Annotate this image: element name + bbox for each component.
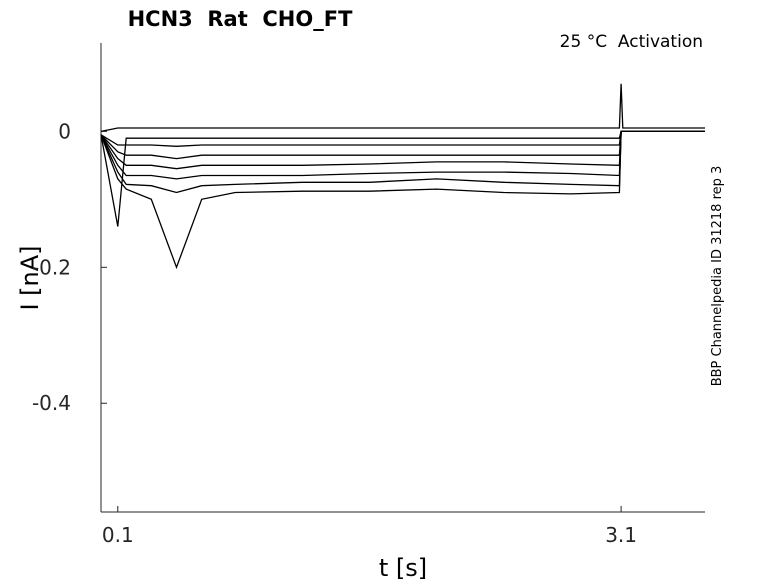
plot-area: 0 -0.2 -0.4 0.1 3.1 bbox=[32, 43, 705, 547]
y-axis-label: I [nA] bbox=[16, 245, 44, 310]
x-axis-label: t [s] bbox=[379, 554, 427, 582]
trace bbox=[100, 130, 705, 147]
chart-title: HCN3 Rat CHO_FT bbox=[128, 7, 353, 31]
trace bbox=[100, 130, 705, 270]
trace bbox=[100, 130, 705, 194]
annotation: 25 °C Activation bbox=[560, 32, 703, 52]
side-note: BBP Channelpedia ID 31218 rep 3 bbox=[710, 166, 725, 387]
y-tick-label: 0 bbox=[58, 119, 71, 143]
y-tick-label: -0.2 bbox=[32, 255, 71, 279]
y-tick-label: -0.4 bbox=[32, 391, 71, 415]
x-tick-label: 3.1 bbox=[605, 523, 637, 547]
trace bbox=[100, 130, 705, 170]
trace bbox=[100, 83, 705, 133]
x-tick-label: 0.1 bbox=[102, 523, 134, 547]
